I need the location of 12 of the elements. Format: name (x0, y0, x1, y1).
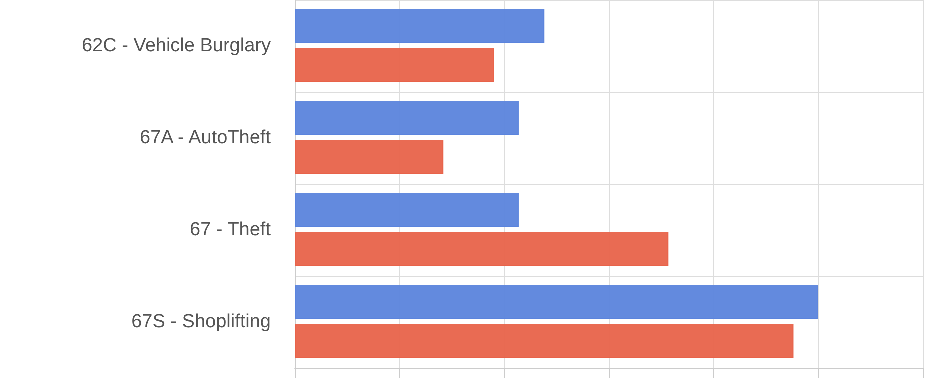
bar (295, 324, 794, 359)
y-tick-label: 67S - Shoplifting (132, 312, 271, 332)
bar (295, 9, 545, 44)
bar (295, 285, 818, 320)
y-tick-label: 62C - Vehicle Burglary (82, 36, 272, 56)
y-tick-label: 67 - Theft (190, 220, 272, 240)
bar (295, 232, 669, 267)
bar (295, 48, 494, 83)
bar (295, 101, 519, 136)
y-tick-label: 67A - AutoTheft (140, 128, 272, 148)
bar (295, 193, 519, 228)
bar (295, 140, 444, 175)
